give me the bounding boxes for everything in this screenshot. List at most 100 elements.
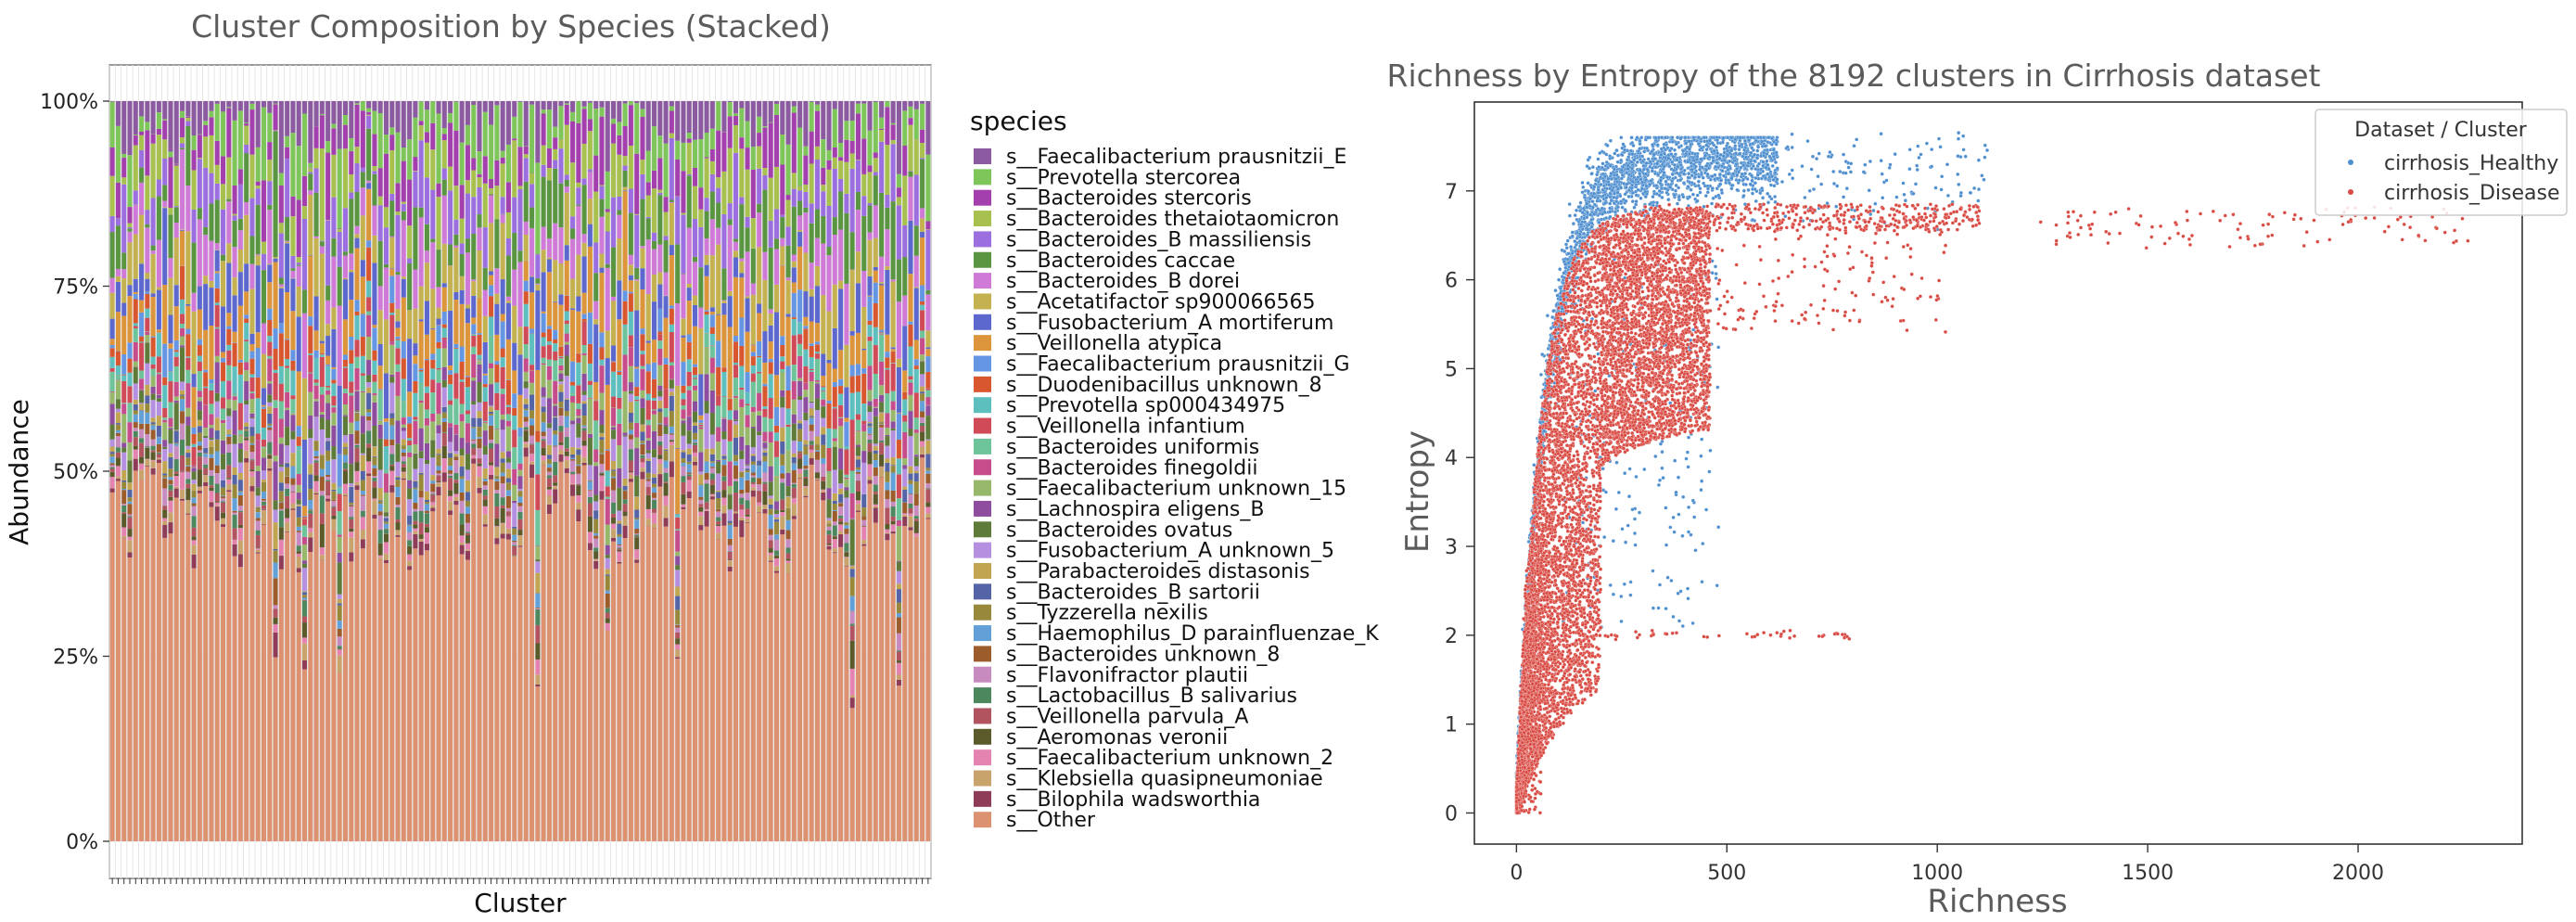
bar-segment	[320, 115, 325, 148]
bar-segment	[249, 459, 254, 460]
bar-segment	[425, 360, 429, 387]
bar-segment	[308, 416, 312, 429]
bar-segment	[634, 400, 639, 401]
bar-segment	[372, 481, 376, 487]
bar-segment	[343, 360, 348, 366]
bar-segment	[670, 365, 674, 379]
bar-segment	[681, 436, 685, 451]
bar-segment	[617, 445, 621, 468]
bar-segment	[611, 144, 616, 198]
bar-segment	[821, 376, 825, 386]
bar-segment	[698, 139, 703, 187]
bar-segment	[430, 441, 435, 458]
bar-segment	[810, 102, 814, 132]
bar-segment	[721, 440, 726, 455]
cluster-bar	[856, 101, 861, 841]
bar-segment	[489, 179, 493, 188]
bar-segment	[821, 168, 825, 185]
bar-segment	[646, 526, 651, 841]
bar-segment	[780, 510, 784, 512]
bar-segment	[279, 402, 284, 419]
bar-segment	[110, 463, 115, 465]
bar-segment	[558, 357, 563, 359]
bar-segment	[261, 447, 266, 448]
bar-segment	[652, 509, 657, 513]
bar-segment	[542, 165, 546, 177]
bar-segment	[885, 524, 889, 530]
bar-segment	[174, 476, 179, 487]
bar-segment	[489, 440, 493, 443]
bar-segment	[157, 453, 161, 454]
cluster-bar	[325, 101, 330, 841]
bar-segment	[110, 472, 115, 478]
bar-segment	[670, 379, 674, 389]
bar-segment	[349, 395, 353, 422]
bar-segment	[244, 362, 249, 370]
bar-segment	[506, 339, 511, 380]
bar-segment	[547, 259, 552, 272]
bar-segment	[361, 110, 365, 168]
bar-segment	[465, 492, 470, 501]
bar-segment	[874, 374, 878, 399]
bar-segment	[198, 101, 202, 134]
bar-segment	[267, 430, 272, 442]
bar-segment	[489, 475, 493, 480]
bar-segment	[629, 293, 633, 312]
bar-segment	[582, 395, 587, 401]
bar-segment	[226, 484, 231, 490]
bar-segment	[134, 415, 138, 422]
bar-segment	[675, 518, 680, 530]
bar-segment	[844, 478, 848, 479]
bar-segment	[512, 138, 516, 140]
bar-segment	[803, 496, 808, 498]
bar-segment	[453, 497, 458, 501]
bar-segment	[478, 448, 482, 458]
bar-segment	[512, 501, 516, 503]
bar-segment	[838, 229, 843, 280]
bar-segment	[448, 470, 453, 474]
bar-segment	[116, 380, 121, 381]
bar-segment	[914, 225, 919, 255]
bar-segment	[547, 487, 552, 490]
bar-segment	[629, 292, 633, 294]
bar-segment	[465, 442, 470, 454]
bar-segment	[925, 489, 930, 502]
bar-segment	[419, 542, 424, 556]
bar-segment	[413, 364, 417, 381]
bar-segment	[489, 414, 493, 416]
bar-segment	[879, 422, 884, 424]
bar-segment	[553, 489, 557, 503]
bar-segment	[192, 569, 197, 841]
bar-segment	[664, 101, 669, 144]
bar-segment	[314, 463, 319, 476]
bar-segment	[874, 451, 878, 454]
bar-segment	[810, 132, 814, 164]
bar-segment	[244, 323, 249, 339]
bar-segment	[384, 517, 389, 518]
bar-segment	[465, 423, 470, 442]
cluster-bar	[599, 101, 604, 841]
bar-segment	[198, 339, 202, 345]
bar-segment	[535, 546, 540, 547]
bar-segment	[442, 338, 447, 339]
bar-segment	[582, 243, 587, 257]
bar-segment	[762, 168, 767, 175]
bar-segment	[378, 113, 383, 168]
bar-segment	[174, 340, 179, 350]
bar-segment	[478, 214, 482, 227]
bar-segment	[553, 405, 557, 416]
bar-segment	[739, 101, 744, 109]
bar-segment	[139, 313, 144, 337]
bar-segment	[297, 518, 301, 527]
bar-segment	[331, 530, 336, 841]
bar-segment	[810, 417, 814, 418]
bar-segment	[180, 490, 185, 499]
bar-segment	[151, 461, 156, 468]
bar-segment	[629, 146, 633, 189]
bar-segment	[361, 373, 365, 376]
bar-segment	[762, 453, 767, 456]
bar-segment	[838, 448, 843, 469]
bar-segment	[185, 117, 190, 118]
bar-segment	[664, 434, 669, 449]
bar-segment	[611, 345, 616, 361]
